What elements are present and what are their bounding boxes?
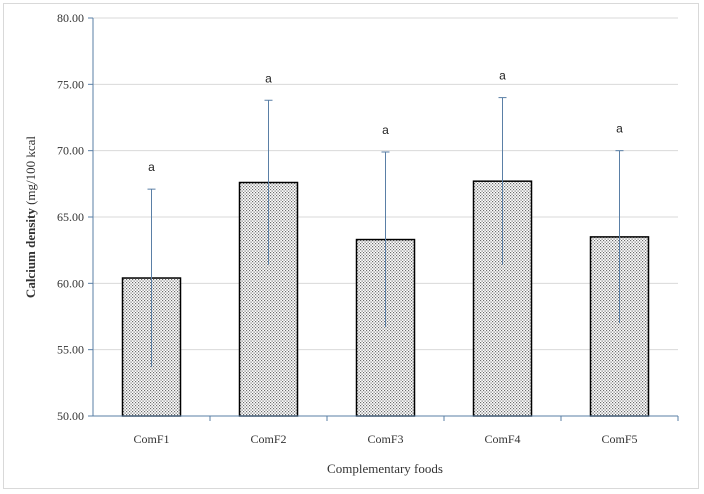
- y-axis-title-bold: Calcium density: [23, 208, 38, 298]
- labels: Complementary foods Calcium density (mg/…: [23, 11, 638, 476]
- y-axis-title: Calcium density (mg/100 kcal: [23, 136, 38, 299]
- bars: [121, 97, 650, 417]
- x-tick-label: ComF4: [484, 432, 520, 446]
- y-tick-label: 60.00: [57, 276, 84, 290]
- y-tick-label: 75.00: [57, 77, 84, 91]
- y-tick-label: 65.00: [57, 210, 84, 224]
- y-axis-title-unit: (mg/100 kcal: [23, 136, 38, 209]
- significance-label: a: [148, 160, 155, 174]
- y-tick-label: 80.00: [57, 11, 84, 25]
- x-axis-title: Complementary foods: [327, 461, 443, 476]
- x-tick-label: ComF3: [367, 432, 403, 446]
- significance-label: a: [265, 71, 272, 85]
- x-tick-label: ComF1: [133, 432, 169, 446]
- gridlines: [93, 17, 678, 351]
- x-tick-label: ComF5: [601, 432, 637, 446]
- y-tick-label: 70.00: [57, 144, 84, 158]
- x-tick-label: ComF2: [250, 432, 286, 446]
- y-tick-label: 55.00: [57, 343, 84, 357]
- axes: [88, 17, 679, 421]
- significance-label: a: [616, 122, 623, 136]
- significance-label: a: [499, 69, 506, 83]
- significance-label: a: [382, 123, 389, 137]
- y-tick-label: 50.00: [57, 409, 84, 423]
